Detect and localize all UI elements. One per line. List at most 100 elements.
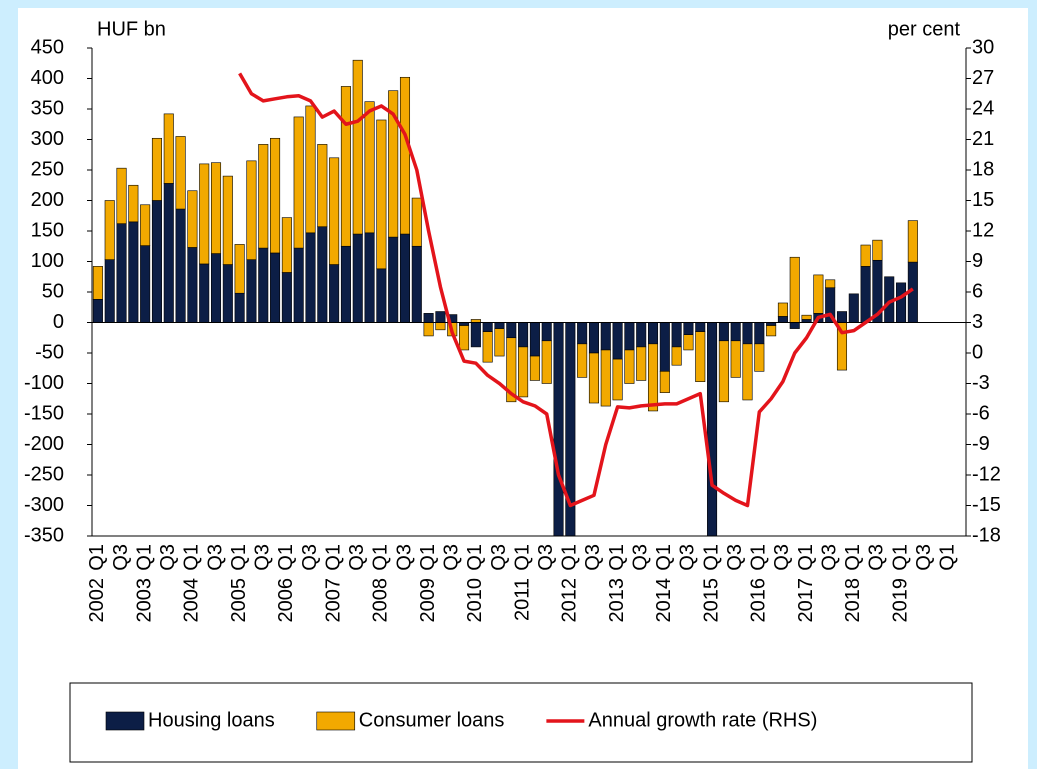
bar	[411, 197, 422, 247]
bar	[683, 334, 694, 351]
y-tick-label: 350	[31, 97, 64, 119]
bar	[506, 322, 517, 339]
bar	[151, 137, 162, 201]
bar	[588, 322, 599, 354]
x-tick-label: Q1	[275, 544, 297, 571]
y2-tick-label: 12	[972, 219, 994, 241]
bar	[777, 316, 788, 323]
bar	[234, 292, 245, 323]
bar	[470, 322, 481, 348]
x-tick-label: Q1	[417, 544, 439, 571]
y2-tick-label: 6	[972, 280, 983, 302]
x-group-label: 2004	[181, 578, 203, 623]
bar	[766, 325, 777, 337]
bar	[293, 116, 304, 249]
y2-tick-label: -9	[972, 433, 990, 455]
y-tick-label: -200	[24, 433, 64, 455]
y-tick-label: -300	[24, 494, 64, 516]
y-tick-label: -100	[24, 372, 64, 394]
bar	[789, 256, 800, 323]
bar	[671, 346, 682, 366]
bar	[187, 247, 198, 323]
bar	[459, 325, 470, 351]
bar	[896, 282, 907, 323]
bar	[529, 322, 540, 357]
x-tick-label: Q3	[724, 544, 746, 571]
bar	[730, 322, 741, 342]
bar	[553, 322, 564, 536]
y2-tick-label: 9	[972, 250, 983, 272]
x-tick-label: Q3	[535, 544, 557, 571]
x-tick-label: Q3	[629, 544, 651, 571]
bar	[210, 162, 222, 254]
x-tick-label: Q1	[181, 544, 203, 571]
bar	[612, 322, 623, 360]
bar	[718, 322, 729, 342]
legend-label: Consumer loans	[359, 709, 505, 731]
bar	[104, 259, 115, 323]
bar	[742, 343, 753, 401]
y2-tick-label: 18	[972, 158, 994, 180]
bar	[281, 272, 292, 323]
x-tick-label: Q3	[913, 544, 935, 571]
bar	[541, 340, 552, 384]
bar	[92, 266, 103, 300]
bar	[411, 245, 422, 323]
bar	[246, 160, 257, 260]
bar	[270, 252, 281, 323]
y2-tick-label: 3	[972, 311, 983, 333]
bar	[659, 322, 670, 372]
bar	[482, 322, 493, 332]
x-group-label: 2014	[653, 578, 675, 623]
bar	[376, 268, 387, 323]
bar	[151, 200, 162, 323]
x-tick-label: Q1	[511, 544, 533, 571]
y2-tick-label: -18	[972, 524, 1001, 546]
x-tick-label: Q3	[488, 544, 510, 571]
bar	[435, 322, 446, 331]
bar	[305, 232, 316, 323]
bar	[636, 346, 647, 381]
bar	[222, 175, 233, 265]
y2-tick-label: 27	[972, 67, 994, 89]
x-tick-label: Q1	[842, 544, 864, 571]
bar	[813, 274, 824, 314]
x-group-label: 2006	[275, 578, 297, 623]
y-tick-label: 300	[31, 128, 64, 150]
bar	[577, 343, 588, 378]
bar	[116, 167, 127, 224]
x-group-label: 2007	[322, 578, 344, 623]
bar	[825, 279, 836, 289]
bar	[541, 322, 552, 342]
x-tick-label: Q3	[110, 544, 132, 571]
bar	[258, 144, 269, 249]
y2-axis-title: per cent	[888, 18, 961, 40]
y-tick-label: 200	[31, 189, 64, 211]
bar	[695, 322, 706, 332]
bar	[116, 223, 127, 323]
x-tick-label: Q1	[653, 544, 675, 571]
bar	[352, 59, 363, 235]
bar	[754, 322, 765, 345]
y2-tick-label: 30	[972, 36, 994, 58]
bar	[529, 355, 540, 381]
bar	[671, 322, 682, 348]
bar	[872, 239, 883, 261]
x-tick-label: Q1	[133, 544, 155, 571]
y-tick-label: 400	[31, 67, 64, 89]
x-tick-label: Q3	[346, 544, 368, 571]
bar	[647, 322, 659, 345]
legend-label: Annual growth rate (RHS)	[588, 709, 817, 731]
x-group-label: 2011	[511, 578, 533, 621]
bar	[494, 328, 505, 357]
bar	[352, 233, 363, 323]
y-tick-label: 150	[31, 219, 64, 241]
x-tick-label: Q1	[464, 544, 486, 571]
y2-tick-label: -3	[972, 372, 990, 394]
bar	[707, 322, 718, 536]
bar	[104, 200, 115, 260]
bar	[246, 259, 257, 323]
x-tick-label: Q1	[937, 544, 959, 571]
x-tick-label: Q3	[866, 544, 888, 571]
